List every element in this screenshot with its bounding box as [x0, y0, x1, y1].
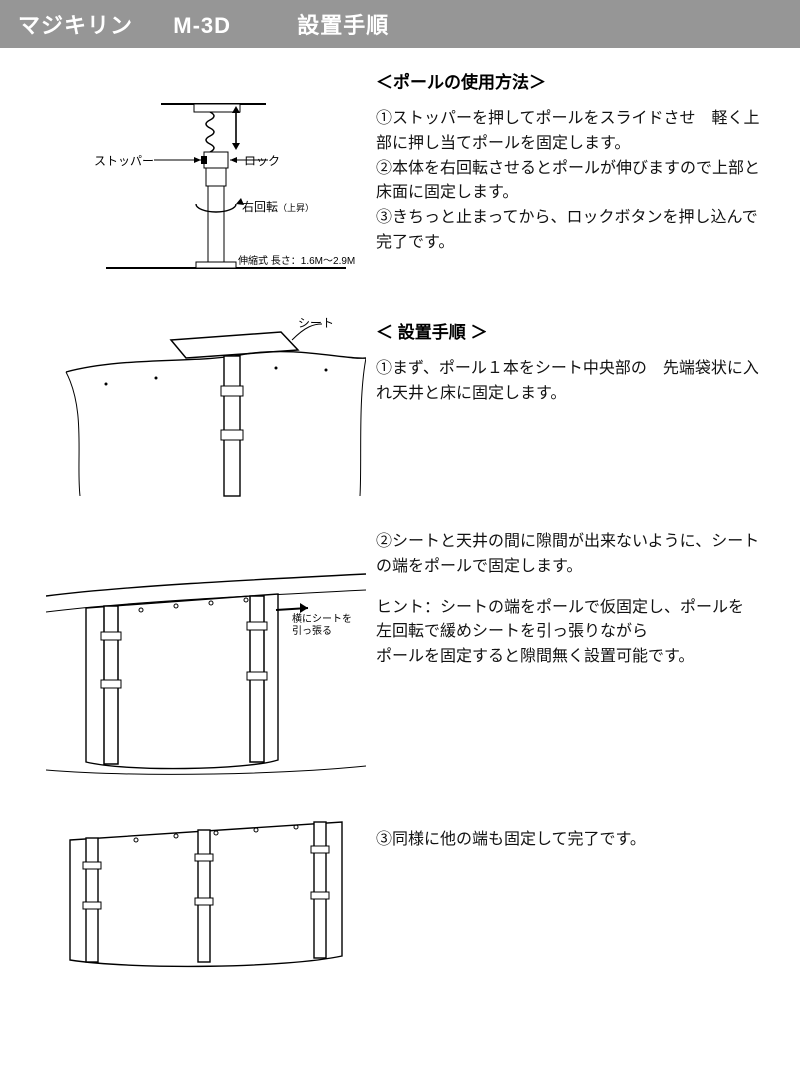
section2-step1: ①まず、ポール１本をシート中央部の 先端袋状に入れ天井と床に固定します。: [376, 357, 766, 407]
label-pull: 横にシートを 引っ張る: [292, 614, 352, 638]
section2-step3: ③同様に他の端も固定して完了です。: [376, 828, 766, 853]
label-stopper: ストッパー: [94, 152, 154, 169]
header-title-c: 設置手順: [297, 13, 389, 38]
label-length: 伸縮式 長さ：1.6M～2.9M: [238, 252, 355, 267]
section1-title: ＜ポールの使用方法＞: [376, 68, 766, 93]
page-content: ストッパー ロック 右回転（上昇） 伸縮式 長さ：1.6M～2.9M ＜ポールの…: [0, 48, 800, 976]
row-install-1: シート ＜ 設置手順 ＞ ①まず、ポール１本をシート中央部の 先端袋状に入れ天井…: [46, 310, 766, 500]
section2-hint-3: ポールを固定すると隙間無く設置可能です。: [376, 645, 766, 670]
section2-step2-block: ②シートと天井の間に隙間が出来ないように、シートの端をポールで固定します。 ヒン…: [376, 530, 766, 670]
section2-title: ＜ 設置手順 ＞: [376, 318, 766, 343]
figure-install-2: 横にシートを 引っ張る: [46, 560, 366, 780]
section1-step1: ①ストッパーを押してポールをスライドさせ 軽く上部に押し当てポールを固定します。: [376, 107, 766, 157]
row-install-2: 横にシートを 引っ張る ②シートと天井の間に隙間が出来ないように、シートの端をポ…: [46, 530, 766, 780]
section2-step2: ②シートと天井の間に隙間が出来ないように、シートの端をポールで固定します。: [376, 530, 766, 580]
row-pole-usage: ストッパー ロック 右回転（上昇） 伸縮式 長さ：1.6M～2.9M ＜ポールの…: [46, 68, 766, 306]
section1-step2: ②本体を右回転させるとポールが伸びますので上部と床面に固定します。: [376, 157, 766, 207]
figure-install-3: [46, 806, 366, 976]
label-lock: ロック: [244, 152, 280, 169]
row-install-3: ③同様に他の端も固定して完了です。: [46, 806, 766, 976]
page-header: マジキリン M-3D 設置手順: [0, 0, 800, 48]
section1-step3: ③きちっと止まってから、ロックボタンを押し込んで完了です。: [376, 206, 766, 256]
figure-install-1: シート: [46, 310, 366, 500]
header-title-a: マジキリン: [18, 13, 133, 38]
section2-step1-text: ①まず、ポール１本をシート中央部の 先端袋状に入れ天井と床に固定します。: [376, 357, 766, 407]
header-title-b: M-3D: [173, 13, 231, 38]
label-sheet: シート: [298, 314, 334, 331]
section2-step3-block: ③同様に他の端も固定して完了です。: [376, 828, 766, 853]
figure-pole-mechanism: ストッパー ロック 右回転（上昇） 伸縮式 長さ：1.6M～2.9M: [46, 86, 346, 306]
section2-hint-1: ヒント：シートの端をポールで仮固定し、ポールを: [376, 596, 766, 621]
label-rotate: 右回転（上昇）: [242, 198, 314, 215]
section2-hint-2: 左回転で緩めシートを引っ張りながら: [376, 620, 766, 645]
section1-body: ①ストッパーを押してポールをスライドさせ 軽く上部に押し当てポールを固定します。…: [376, 107, 766, 256]
